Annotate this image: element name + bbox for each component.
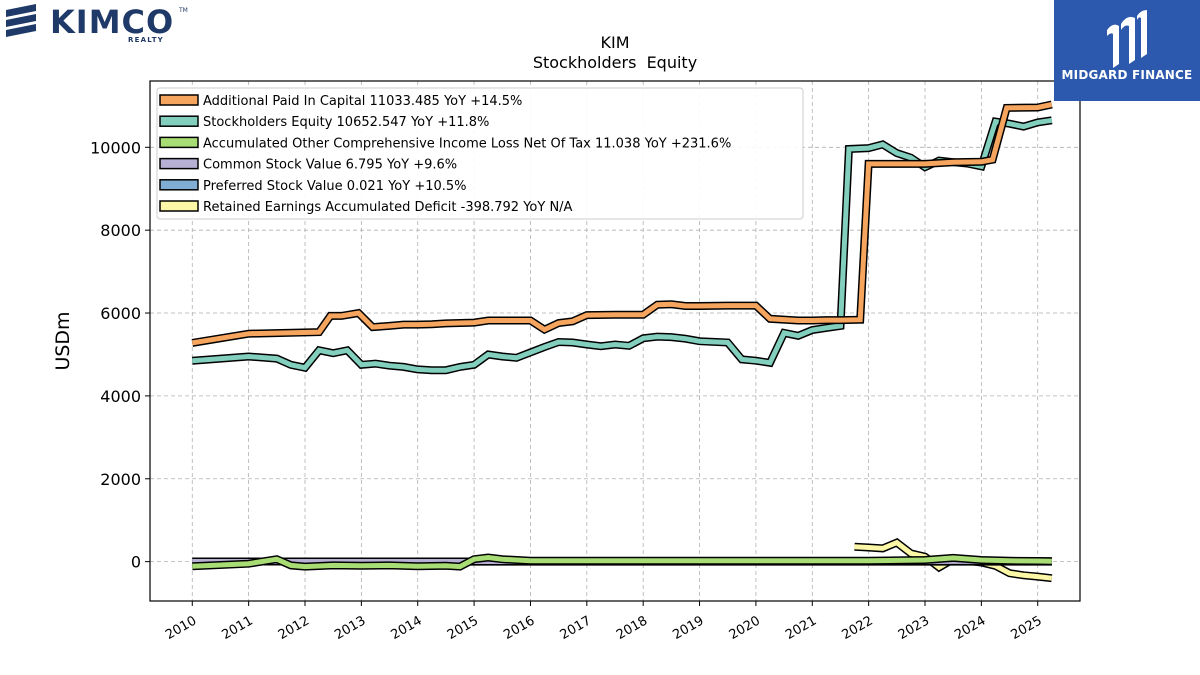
series-lines (191, 100, 1053, 583)
legend-swatch (159, 136, 199, 149)
x-tick-label: 2012 (276, 613, 312, 643)
x-tick-label: 2018 (614, 613, 650, 643)
series-line (192, 554, 1052, 570)
kimco-mark-icon (6, 4, 36, 37)
kimco-wordmark: KIMCO (50, 3, 174, 41)
legend-label: Retained Earnings Accumulated Deficit -3… (203, 200, 573, 215)
kimco-logo: KIMCO TM REALTY (4, 2, 194, 44)
x-tick-label: 2019 (670, 613, 706, 643)
x-tick-label: 2022 (839, 613, 875, 643)
x-tick-label: 2013 (332, 613, 368, 643)
y-tick-label: 10000 (90, 138, 141, 157)
chart-title: KIM (600, 33, 629, 52)
legend: Additional Paid In Capital 11033.485 YoY… (156, 87, 804, 220)
midgard-finance-logo: MIDGARD FINANCE (1054, 0, 1200, 101)
series-additional-paid-in-capital (191, 100, 1053, 347)
x-tick-label: 2025 (1009, 613, 1045, 643)
x-tick-label: 2020 (727, 613, 763, 643)
legend-label: Accumulated Other Comprehensive Income L… (203, 136, 731, 151)
y-tick-label: 2000 (100, 470, 141, 489)
y-tick-label: 0 (131, 553, 141, 572)
y-tick-label: 4000 (100, 387, 141, 406)
x-tick-label: 2021 (783, 613, 819, 643)
chart-subtitle: Stockholders Equity (533, 53, 697, 72)
legend-label: Stockholders Equity 10652.547 YoY +11.8% (203, 115, 489, 130)
plot-frame (149, 80, 1081, 602)
midgard-mark-icon (1107, 10, 1147, 68)
legend-swatch (159, 200, 199, 212)
legend-box (156, 87, 804, 220)
x-tick-label: 2024 (952, 613, 988, 643)
x-tick-label: 2011 (219, 613, 255, 643)
x-tick-label: 2023 (896, 613, 932, 643)
y-axis-label: USDm (52, 311, 74, 370)
legend-label: Common Stock Value 6.795 YoY +9.6% (203, 158, 457, 173)
legend-label: Preferred Stock Value 0.021 YoY +10.5% (203, 179, 467, 194)
kimco-subtext: REALTY (128, 36, 164, 44)
x-tick-label: 2017 (558, 613, 594, 643)
legend-swatch (159, 157, 199, 170)
series-accumulated-other-comprehensive-income-loss-net-of-tax (192, 553, 1052, 571)
midgard-finance-wordmark: MIDGARD FINANCE (1061, 68, 1193, 82)
series-line (191, 102, 1053, 346)
x-tick-label: 2010 (163, 613, 199, 643)
legend-label: Additional Paid In Capital 11033.485 YoY… (203, 94, 522, 109)
legend-swatch (159, 115, 199, 127)
x-tick-label: 2014 (389, 613, 425, 643)
legend-swatch (159, 94, 199, 106)
y-tick-label: 6000 (100, 304, 141, 323)
kimco-tm: TM (178, 7, 188, 14)
legend-swatch (159, 179, 199, 191)
y-tick-label: 8000 (100, 221, 141, 240)
x-tick-label: 2016 (501, 613, 537, 643)
x-tick-label: 2015 (445, 613, 481, 643)
